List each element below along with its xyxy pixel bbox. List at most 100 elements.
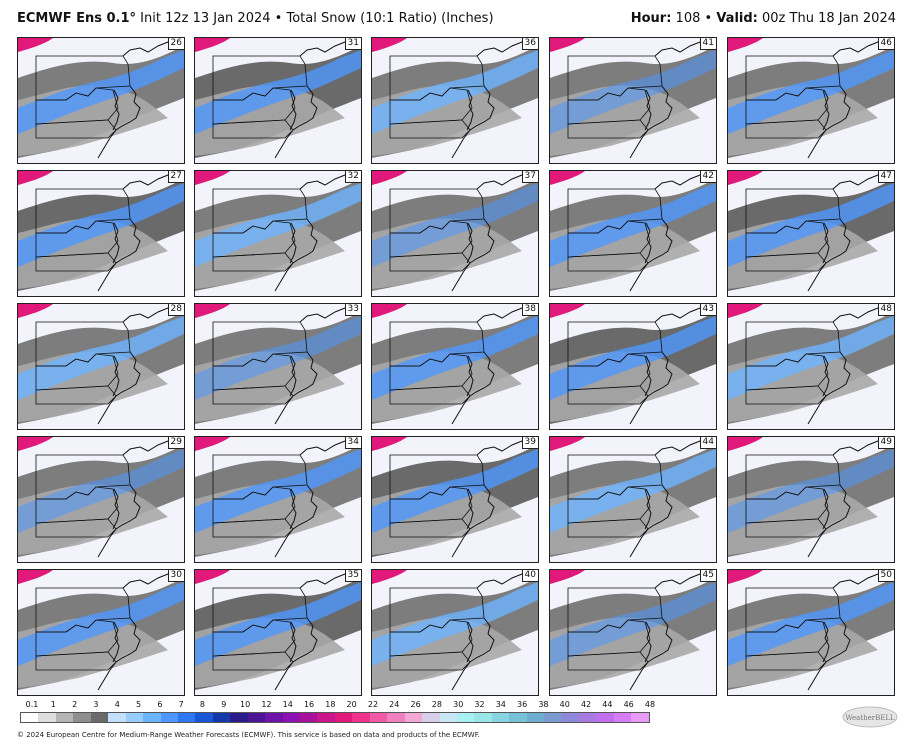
snowfall-map	[372, 171, 538, 292]
snowfall-map	[728, 304, 894, 425]
snowfall-map	[18, 570, 184, 691]
legend-tick-label: 42	[580, 700, 592, 709]
colorbar-swatch	[55, 713, 74, 722]
ensemble-member-panel: 33	[194, 303, 362, 430]
legend-tick-label: 22	[367, 700, 379, 709]
colorbar-swatch	[491, 713, 510, 722]
colorbar-swatch	[38, 713, 56, 722]
snowfall-map	[728, 38, 894, 159]
member-number-label: 47	[877, 171, 894, 183]
colorbar-swatch	[265, 713, 283, 722]
colorbar-swatch	[282, 713, 300, 722]
ensemble-member-panel: 48	[727, 303, 895, 430]
snowfall-map	[18, 437, 184, 558]
legend-tick-label: 16	[303, 700, 315, 709]
ensemble-member-panel: 31	[194, 37, 362, 164]
colorbar-swatch	[439, 713, 457, 722]
hour-value: 108	[675, 11, 701, 26]
ensemble-member-panel: 29	[17, 436, 185, 563]
member-number-label: 42	[699, 171, 716, 183]
snowfall-map	[728, 570, 894, 691]
ensemble-member-panel: 34	[194, 436, 362, 563]
snowfall-map	[372, 304, 538, 425]
colorbar-swatch	[631, 713, 649, 722]
member-number-label: 38	[521, 304, 538, 316]
ensemble-member-panel: 30	[17, 569, 185, 696]
colorbar-swatch	[456, 713, 475, 722]
colorbar-swatch	[544, 713, 562, 722]
member-number-label: 33	[344, 304, 361, 316]
legend-tick-label: 46	[623, 700, 634, 709]
member-number-label: 39	[521, 437, 538, 449]
snowfall-map	[372, 38, 538, 159]
snowfall-map	[195, 437, 361, 558]
legend-tick-label: 0.1	[25, 700, 39, 709]
colorbar-swatch	[334, 713, 353, 722]
legend-tick-label: 8	[199, 700, 206, 709]
member-number-label: 36	[521, 38, 538, 50]
legend-tick-label: 34	[495, 700, 506, 709]
colorbar-swatch	[247, 713, 266, 722]
header: ECMWF Ens 0.1° Init 12z 13 Jan 2024 • To…	[0, 0, 913, 36]
ensemble-member-panel: 41	[549, 37, 717, 164]
snowfall-map	[728, 171, 894, 292]
member-number-label: 46	[877, 38, 894, 50]
ensemble-member-panel: 50	[727, 569, 895, 696]
member-number-label: 30	[167, 570, 184, 582]
ensemble-member-panel: 44	[549, 436, 717, 563]
colorbar-swatch	[509, 713, 527, 722]
member-number-label: 27	[167, 171, 184, 183]
colorbar-swatch	[596, 713, 614, 722]
ensemble-member-panel: 36	[371, 37, 539, 164]
colorbar-swatch	[195, 713, 213, 722]
map-title: ECMWF Ens 0.1° Init 12z 13 Jan 2024 • To…	[17, 11, 494, 26]
legend-tick-label: 4	[114, 700, 120, 709]
colorbar-swatch	[212, 713, 231, 722]
member-number-label: 32	[344, 171, 361, 183]
legend-tick-label: 38	[538, 700, 549, 709]
colorbar-swatch	[579, 713, 597, 722]
colorbar-swatch	[90, 713, 109, 722]
legend-tick-label: 30	[453, 700, 464, 709]
legend-tick-labels: 0.1 1 2 3 4 5 6 7 8 9 10 12 14 16 18 20 22 24 26 28 30 32 34 36…	[20, 700, 660, 712]
colorbar-swatch	[73, 713, 91, 722]
colorbar-swatch	[300, 713, 318, 722]
ensemble-member-panel: 27	[17, 170, 185, 297]
member-number-label: 50	[877, 570, 894, 582]
colorbar-swatch	[177, 713, 196, 722]
title-bullet: •	[274, 11, 283, 26]
legend-tick-label: 24	[389, 700, 400, 709]
ensemble-member-panel: 38	[371, 303, 539, 430]
svg-text:WeatherBELL: WeatherBELL	[845, 714, 895, 722]
ensemble-panel-grid: 26 31 36 41 46 27 32 37 42 47 28 33 38 43 48 29 34 39 44 49…	[17, 37, 895, 696]
snowfall-map	[550, 38, 716, 159]
ensemble-member-panel: 47	[727, 170, 895, 297]
colorbar-swatch	[317, 713, 335, 722]
ensemble-member-panel: 28	[17, 303, 185, 430]
snowfall-map	[195, 171, 361, 292]
init-time: Init 12z 13 Jan 2024	[140, 11, 271, 26]
ensemble-member-panel: 26	[17, 37, 185, 164]
member-number-label: 43	[699, 304, 716, 316]
member-number-label: 49	[877, 437, 894, 449]
colorbar-swatch	[369, 713, 388, 722]
colorbar-swatch	[561, 713, 579, 722]
legend-tick-label: 3	[93, 700, 99, 709]
colorbar-swatch	[230, 713, 248, 722]
legend-tick-label: 20	[346, 700, 357, 709]
snowfall-map	[550, 437, 716, 558]
ensemble-member-panel: 42	[549, 170, 717, 297]
member-number-label: 48	[877, 304, 894, 316]
member-number-label: 37	[521, 171, 538, 183]
legend-tick-label: 44	[602, 700, 613, 709]
colorbar-swatch	[526, 713, 545, 722]
colorbar-swatch	[474, 713, 492, 722]
member-number-label: 34	[344, 437, 361, 449]
member-number-label: 45	[699, 570, 716, 582]
colorbar-swatch	[21, 713, 39, 722]
snowfall-map	[550, 171, 716, 292]
colorbar-swatch	[613, 713, 632, 722]
colorbar-swatch	[404, 713, 423, 722]
ensemble-member-panel: 45	[549, 569, 717, 696]
model-name: ECMWF Ens 0.1°	[17, 11, 137, 26]
